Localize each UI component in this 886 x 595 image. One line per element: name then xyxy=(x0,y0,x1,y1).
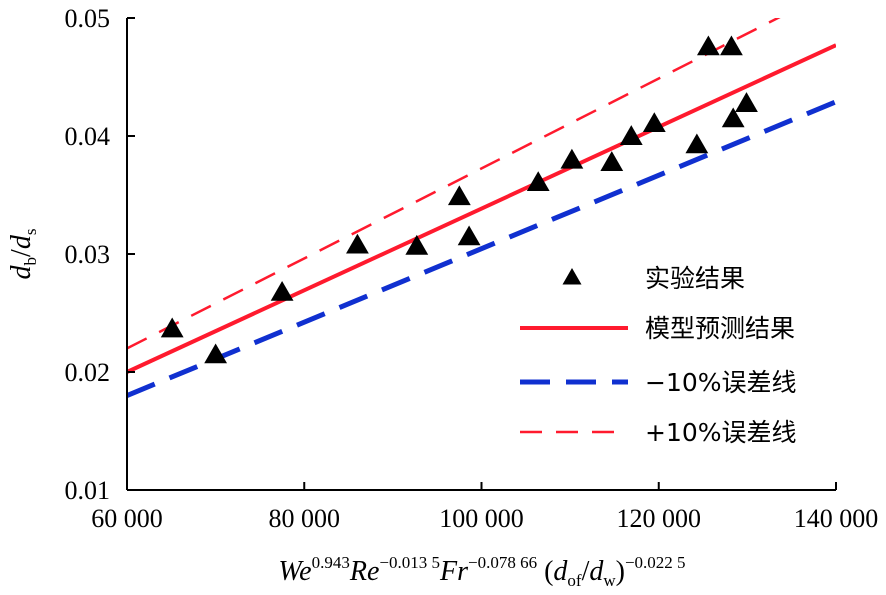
data-point xyxy=(696,35,720,56)
x-label-part: d xyxy=(553,556,568,587)
y-label-part: / xyxy=(6,249,37,257)
x-axis-label: We0.943Re−0.013 5Fr−0.078 66 (dof/dw)−0.… xyxy=(278,553,685,590)
series-line-1 xyxy=(127,43,836,374)
data-point xyxy=(735,92,758,112)
y-tick-label: 0.02 xyxy=(65,358,111,387)
y-tick-label: 0.05 xyxy=(65,4,111,33)
data-point xyxy=(600,151,624,171)
data-point xyxy=(642,112,666,132)
x-tick-label: 100 000 xyxy=(439,504,524,533)
x-label-part: w xyxy=(603,571,616,590)
data-point xyxy=(720,35,743,56)
data-point xyxy=(346,233,369,254)
x-tick-label: 120 000 xyxy=(617,504,702,533)
data-point xyxy=(560,148,584,169)
x-label-part: Fr xyxy=(439,556,468,587)
data-point xyxy=(619,125,643,145)
y-label-part: d xyxy=(6,234,37,249)
x-label-part: −0.022 5 xyxy=(625,553,686,572)
data-point xyxy=(405,234,429,255)
data-point xyxy=(204,343,228,364)
legend-label-0: 实验结果 xyxy=(645,264,745,293)
series-line-2 xyxy=(127,99,836,398)
x-label-part: We xyxy=(278,556,311,587)
x-label-part: −0.078 66 xyxy=(468,553,537,572)
data-point xyxy=(270,280,294,301)
data-point xyxy=(447,185,471,206)
data-point xyxy=(457,225,481,246)
legend-label-2: −10%误差线 xyxy=(645,368,797,397)
x-label-part: of xyxy=(567,571,582,590)
y-label-part: d xyxy=(6,264,37,279)
x-label-part: −0.013 5 xyxy=(379,553,440,572)
y-axis-label: db/ds xyxy=(6,229,40,280)
x-label-part: / xyxy=(582,556,590,587)
legend-marker xyxy=(562,268,582,285)
data-point xyxy=(685,133,709,154)
y-label-part: b xyxy=(21,257,40,266)
legend-label-3: +10%误差线 xyxy=(645,418,797,447)
y-tick-label: 0.04 xyxy=(65,122,111,151)
legend-label-1: 模型预测结果 xyxy=(645,314,795,343)
x-tick-label: 60 000 xyxy=(91,504,163,533)
x-tick-label: 80 000 xyxy=(269,504,341,533)
y-tick-label: 0.03 xyxy=(65,240,111,269)
series-line-3 xyxy=(127,18,781,350)
x-label-part: Re xyxy=(349,556,380,587)
x-label-part: ( xyxy=(537,556,553,587)
y-tick-label: 0.01 xyxy=(65,476,111,505)
x-label-part: d xyxy=(589,556,604,587)
y-label-part: s xyxy=(21,229,40,236)
x-tick-label: 140 000 xyxy=(794,504,879,533)
data-point xyxy=(160,317,184,338)
x-label-part: ) xyxy=(616,556,625,587)
data-point xyxy=(526,171,550,191)
data-point xyxy=(721,107,745,128)
x-label-part: 0.943 xyxy=(312,553,350,572)
